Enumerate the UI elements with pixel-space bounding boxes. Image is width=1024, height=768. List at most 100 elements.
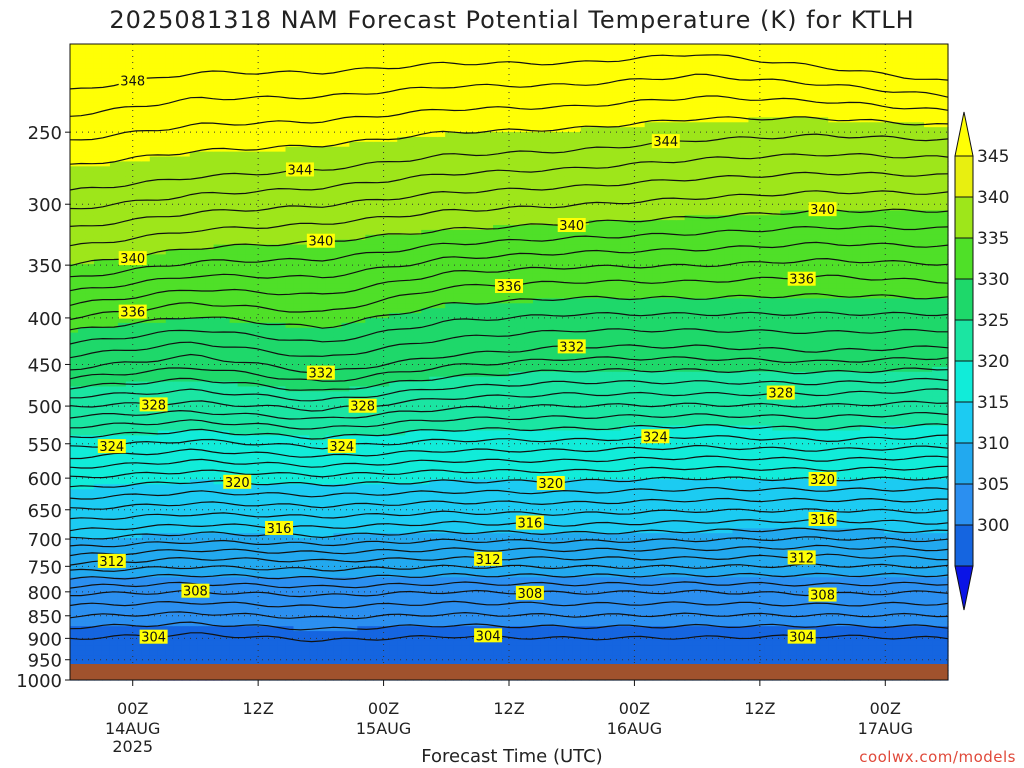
contour-label: 324: [99, 440, 124, 455]
contour-label: 316: [810, 513, 835, 528]
contour-label-bg: [306, 365, 335, 380]
contour-line-320: [69, 476, 949, 488]
x-tick-sublabel: 16AUG: [607, 719, 662, 738]
y-tick-label: 850: [28, 607, 62, 628]
contour-line: [70, 411, 949, 430]
contour-line-308: [70, 589, 949, 598]
contour-label: 308: [810, 589, 835, 604]
contour-label: 304: [141, 631, 166, 646]
contour-label-bg: [223, 474, 252, 489]
contour-line: [69, 171, 949, 227]
contour-label-bg: [515, 515, 544, 530]
contour-label-bg: [285, 162, 314, 177]
contour-label: 332: [559, 340, 584, 355]
colorbar-box: [954, 155, 974, 198]
contour-label: 340: [120, 252, 145, 267]
contour-label: 336: [120, 306, 145, 321]
contour-label: 324: [643, 430, 668, 445]
contour-label: 336: [497, 280, 522, 295]
contour-label: 312: [789, 551, 814, 566]
contour-label-bg: [808, 587, 837, 602]
contour-label: 328: [350, 400, 375, 415]
y-tick-label: 650: [28, 501, 62, 522]
contour-line: [69, 190, 949, 247]
contour-line-324: [69, 434, 949, 450]
contour-label-bg: [651, 134, 680, 149]
contour-label-bg: [118, 251, 147, 266]
contour-line: [69, 611, 949, 620]
contour-label: 320: [225, 476, 250, 491]
colorbar-label: 330: [977, 270, 1009, 290]
contour-label-bg: [139, 397, 168, 412]
contour-label-bg: [557, 339, 586, 354]
credit-link[interactable]: coolwx.com/models: [859, 748, 1016, 766]
contour-line: [69, 328, 948, 359]
colorbar-box: [954, 401, 974, 444]
colorbar-label: 300: [977, 516, 1009, 536]
contour-label-bg: [97, 553, 126, 568]
contour-line: [69, 241, 949, 292]
contour-label-bg: [474, 628, 503, 643]
colorbar-box: [954, 278, 974, 321]
contour-label-bg: [766, 385, 795, 400]
contour-line: [70, 377, 949, 402]
contour-label: 312: [99, 555, 124, 570]
contour-label-bg: [306, 233, 335, 248]
colorbar-box: [954, 483, 974, 526]
y-tick-label: 800: [28, 583, 62, 604]
contour-label-bg: [139, 629, 168, 644]
contour-label-bg: [557, 218, 586, 233]
contour-label-bg: [787, 629, 816, 644]
contour-label-bg: [515, 585, 544, 600]
contour-line: [69, 581, 949, 589]
y-tick-label: 500: [28, 397, 62, 418]
contour-label-bg: [181, 583, 210, 598]
contour-label: 320: [810, 473, 835, 488]
contour-label: 348: [120, 75, 145, 90]
y-tick-label: 750: [28, 557, 62, 578]
contour-line: [69, 536, 949, 548]
contour-label-bg: [641, 429, 670, 444]
colorbar-label: 315: [977, 393, 1009, 413]
contour-line: [69, 465, 949, 479]
contour-label-bg: [808, 512, 837, 527]
colorbar-label: 345: [977, 147, 1009, 167]
contour-line: [69, 116, 949, 165]
contour-label-bg: [536, 475, 565, 490]
contour-line: [69, 400, 949, 420]
contour-line: [69, 621, 949, 631]
contour-line: [69, 95, 949, 141]
contour-label-bg: [327, 438, 356, 453]
colorbar-box: [954, 237, 974, 280]
colorbar-box: [954, 196, 974, 239]
y-tick-label: 450: [28, 355, 62, 376]
x-axis-label: Forecast Time (UTC): [421, 746, 603, 767]
y-tick-label: 250: [28, 123, 62, 144]
contour-label-bg: [118, 73, 147, 88]
contour-line-316: [69, 518, 949, 532]
x-tick-label: 12Z: [744, 699, 775, 718]
y-tick-label: 900: [28, 629, 62, 650]
x-tick-label: 00Z: [870, 699, 901, 718]
contour-label: 308: [183, 585, 208, 600]
contour-line: [69, 455, 949, 469]
colorbar-label: 325: [977, 311, 1009, 331]
contour-label: 316: [267, 522, 292, 537]
contour-label: 340: [559, 219, 584, 234]
y-tick-label: 400: [28, 309, 62, 330]
contour-label: 340: [308, 235, 333, 250]
contour-line: [69, 600, 949, 609]
contour-label: 324: [329, 440, 354, 455]
contour-line-348: [69, 54, 949, 90]
contour-label-bg: [97, 439, 126, 454]
contour-label-bg: [808, 471, 837, 486]
x-tick-sublabel: 14AUG: [105, 719, 160, 738]
colorbar-label: 320: [977, 352, 1009, 372]
contour-line: [69, 487, 949, 500]
y-tick-label: 700: [28, 530, 62, 551]
colorbar-box: [954, 319, 974, 362]
contour-label: 328: [768, 387, 793, 402]
contour-label-bg: [787, 271, 816, 286]
contour-label: 316: [517, 517, 542, 532]
